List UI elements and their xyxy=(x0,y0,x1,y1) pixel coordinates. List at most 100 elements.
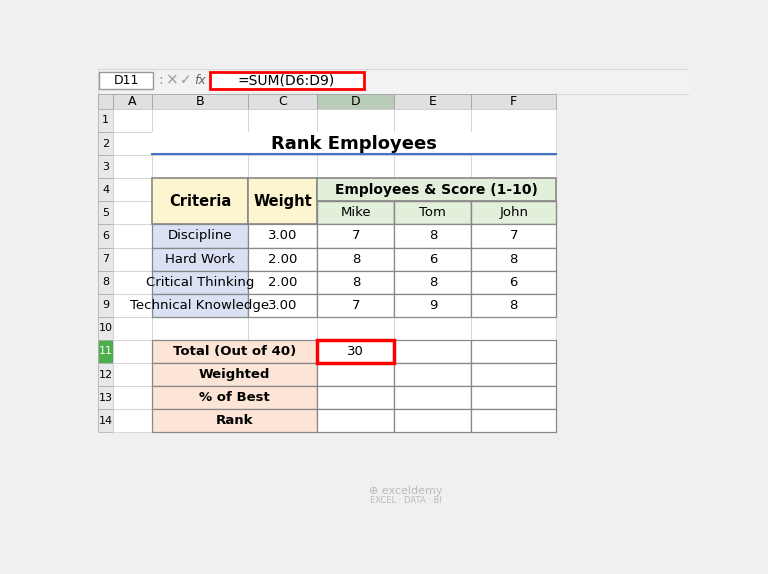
Bar xyxy=(317,178,556,201)
Bar xyxy=(317,294,395,317)
Bar xyxy=(152,178,248,224)
Text: 10: 10 xyxy=(98,323,113,333)
Bar xyxy=(114,224,152,247)
Bar xyxy=(248,386,317,409)
Text: 8: 8 xyxy=(429,230,437,242)
Bar xyxy=(152,224,248,247)
Bar xyxy=(317,270,395,294)
Text: 13: 13 xyxy=(98,393,113,403)
Bar xyxy=(114,317,152,340)
Text: D: D xyxy=(351,95,361,108)
Bar xyxy=(114,409,152,432)
Text: 11: 11 xyxy=(98,347,113,356)
Text: 8: 8 xyxy=(509,253,518,266)
Text: 4: 4 xyxy=(102,185,109,195)
Bar xyxy=(472,109,556,132)
Bar xyxy=(395,247,472,270)
Bar xyxy=(472,386,556,409)
Text: % of Best: % of Best xyxy=(199,391,270,404)
Text: ⊕ exceldemy: ⊕ exceldemy xyxy=(369,486,442,496)
Bar xyxy=(248,247,317,270)
Bar xyxy=(248,132,317,155)
Bar xyxy=(152,178,248,201)
Bar xyxy=(152,409,248,432)
Bar xyxy=(317,178,395,201)
Text: Tom: Tom xyxy=(419,207,446,219)
Bar xyxy=(317,363,395,386)
Bar xyxy=(152,363,317,386)
Bar xyxy=(152,155,248,178)
Bar xyxy=(98,340,114,363)
Text: EXCEL · DATA · BI: EXCEL · DATA · BI xyxy=(370,495,442,505)
Bar xyxy=(317,201,395,224)
Bar xyxy=(152,201,248,224)
Text: ✓: ✓ xyxy=(180,73,191,87)
Text: 7: 7 xyxy=(352,299,360,312)
Bar xyxy=(152,270,248,294)
Bar xyxy=(248,224,317,247)
Text: 3.00: 3.00 xyxy=(268,230,297,242)
Text: 2.00: 2.00 xyxy=(268,276,297,289)
Bar xyxy=(395,224,472,247)
Bar xyxy=(317,132,395,155)
Bar xyxy=(317,201,395,224)
Text: 30: 30 xyxy=(347,345,364,358)
Bar xyxy=(472,294,556,317)
Text: 5: 5 xyxy=(102,208,109,218)
Bar xyxy=(98,224,114,247)
Text: F: F xyxy=(510,95,518,108)
Bar xyxy=(114,155,152,178)
Bar xyxy=(98,363,114,386)
Bar xyxy=(248,224,317,247)
Bar xyxy=(472,340,556,363)
Bar xyxy=(472,363,556,386)
Text: 9: 9 xyxy=(429,299,437,312)
Bar xyxy=(152,94,248,109)
Bar xyxy=(395,363,472,386)
Bar xyxy=(472,270,556,294)
Bar xyxy=(248,94,317,109)
Text: 7: 7 xyxy=(102,254,109,264)
Bar xyxy=(395,317,472,340)
Bar xyxy=(472,409,556,432)
Text: Criteria: Criteria xyxy=(169,194,231,209)
Bar xyxy=(152,340,248,363)
Bar xyxy=(248,270,317,294)
Bar xyxy=(248,178,317,224)
Bar xyxy=(472,178,556,201)
Text: Total (Out of 40): Total (Out of 40) xyxy=(173,345,296,358)
Text: 2.00: 2.00 xyxy=(268,253,297,266)
Bar xyxy=(472,317,556,340)
Text: 8: 8 xyxy=(102,277,109,287)
Bar xyxy=(317,340,395,363)
Bar xyxy=(248,247,317,270)
Text: Weighted: Weighted xyxy=(199,368,270,381)
Bar xyxy=(317,247,395,270)
Bar xyxy=(317,340,395,363)
Bar xyxy=(317,340,395,363)
Bar xyxy=(472,155,556,178)
Bar xyxy=(395,294,472,317)
Text: 8: 8 xyxy=(352,253,360,266)
Bar xyxy=(395,386,472,409)
Bar xyxy=(472,340,556,363)
Bar xyxy=(395,178,472,201)
Bar xyxy=(472,247,556,270)
Bar xyxy=(152,386,248,409)
Bar xyxy=(152,294,248,317)
Text: 9: 9 xyxy=(102,300,109,311)
Text: C: C xyxy=(278,95,287,108)
Bar xyxy=(395,201,472,224)
Bar xyxy=(317,386,395,409)
Bar xyxy=(114,247,152,270)
Bar xyxy=(317,409,395,432)
Bar xyxy=(472,132,556,155)
Bar xyxy=(152,132,248,155)
Bar xyxy=(152,132,556,155)
Text: 3: 3 xyxy=(102,162,109,172)
Bar xyxy=(395,224,472,247)
Bar xyxy=(98,109,114,132)
Bar xyxy=(152,317,248,340)
Bar xyxy=(395,386,472,409)
Bar xyxy=(210,72,363,89)
